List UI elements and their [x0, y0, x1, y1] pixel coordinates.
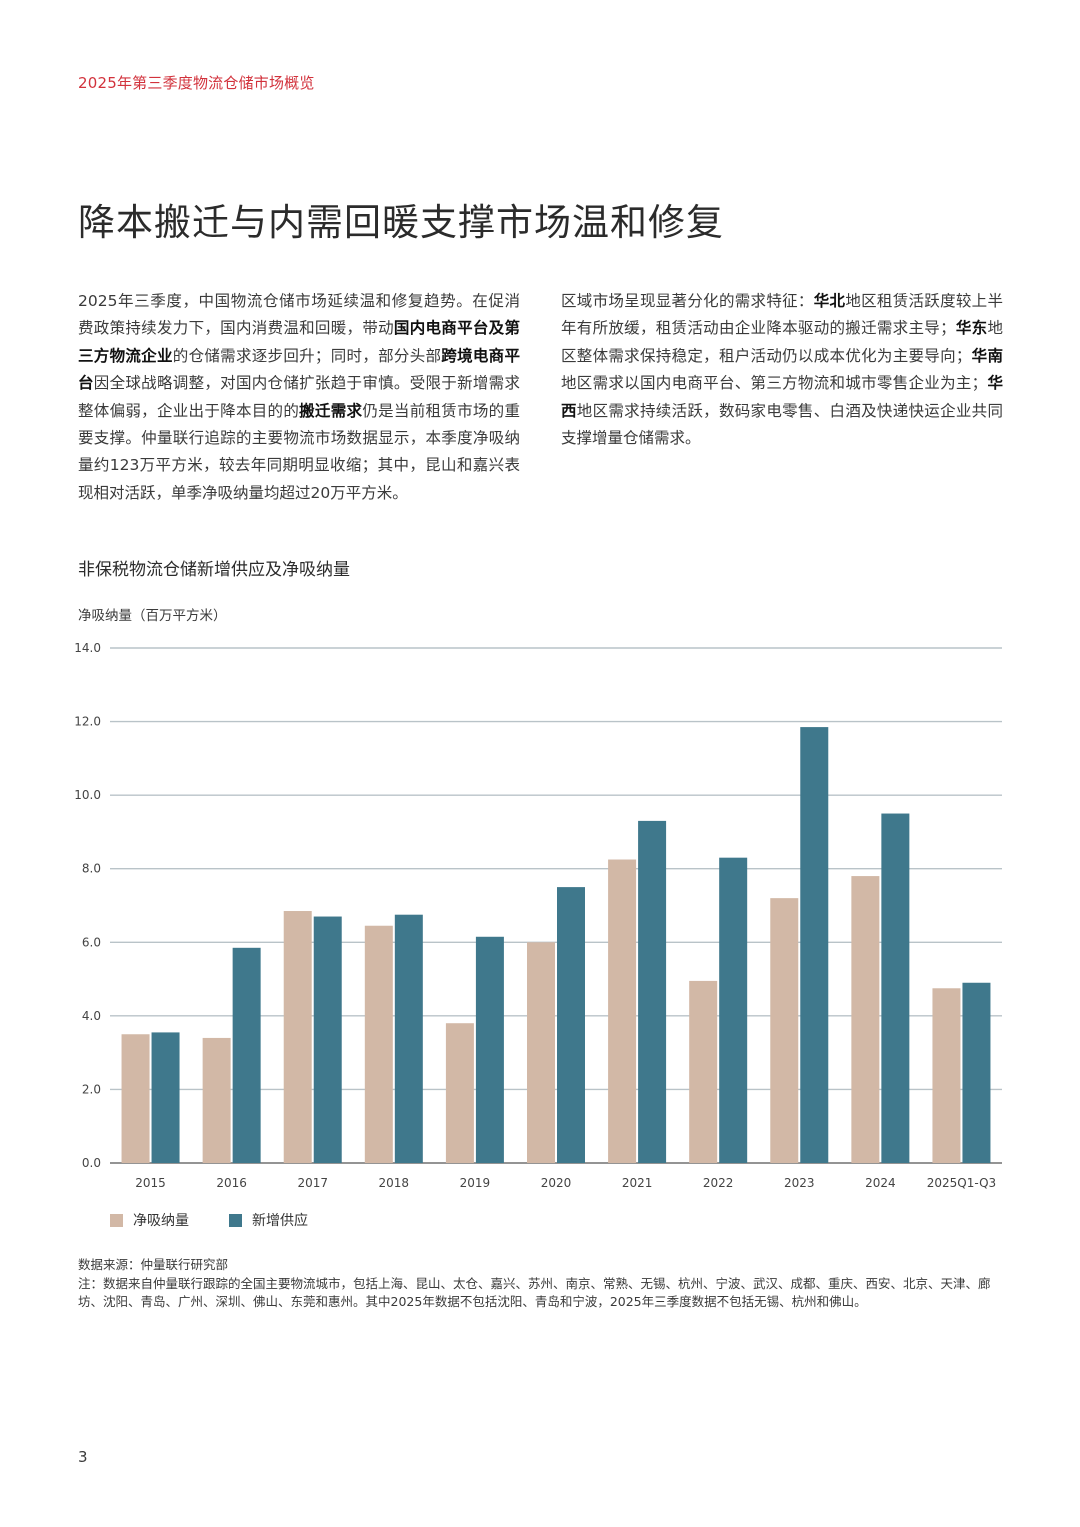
- x-tick-label: 2015: [135, 1176, 166, 1190]
- body-text-left: 2025年三季度，中国物流仓储市场延续温和修复趋势。在促消费政策持续发力下，国内…: [78, 288, 520, 507]
- bar-absorption: [364, 925, 393, 1163]
- bar-absorption: [121, 1034, 150, 1163]
- bar-absorption: [527, 942, 555, 1163]
- x-tick-label: 2020: [541, 1176, 572, 1190]
- right-paragraph-bold-run: 华西: [561, 374, 1003, 420]
- right-paragraph-text-run: 地区租赁活跃度较上半年有所放缓，租赁活动由企业降本驱动的搬迁需求主导；: [561, 292, 1003, 338]
- y-tick-label: 6.0: [82, 935, 101, 949]
- left-paragraph-text-run: 2025年三季度，中国物流仓储市场延续温和修复趋势。在促消费政策持续发力下，国内…: [78, 292, 520, 338]
- bar-supply: [394, 914, 423, 1163]
- legend-label-supply: 新增供应: [252, 1213, 308, 1229]
- bar-supply: [800, 727, 829, 1163]
- bar-absorption: [770, 898, 799, 1163]
- bar-absorption: [283, 911, 312, 1163]
- bar-supply: [557, 887, 585, 1163]
- legend-swatch-absorption: [110, 1213, 123, 1227]
- y-tick-label: 4.0: [82, 1009, 101, 1023]
- right-paragraph-bold-run: 华南: [971, 346, 1003, 365]
- bar-absorption: [445, 1023, 474, 1163]
- bar-supply: [881, 813, 910, 1163]
- right-paragraph-text-run: 区域市场呈现显著分化的需求特征：: [561, 292, 814, 310]
- y-tick-label: 2.0: [82, 1082, 101, 1096]
- right-paragraph-text-run: 地区需求以国内电商平台、第三方物流和城市零售企业为主；: [561, 374, 988, 393]
- left-paragraph-bold-run: 跨境电商平台: [78, 346, 520, 393]
- left-paragraph-text-run: 仍是当前租赁市场的重要支撑。仲量联行追踪的主要物流市场数据显示，本季度净吸纳量约…: [78, 401, 520, 502]
- x-tick-label: 2016: [216, 1176, 247, 1190]
- bar-supply: [719, 857, 748, 1163]
- y-tick-label: 12.0: [74, 715, 101, 729]
- page-number: 3: [78, 1448, 88, 1466]
- bar-supply: [638, 820, 667, 1163]
- bar-supply: [962, 982, 991, 1163]
- x-tick-label: 2021: [622, 1176, 653, 1190]
- body-text-right: 区域市场呈现显著分化的需求特征：华北地区租赁活跃度较上半年有所放缓，租赁活动由企…: [561, 288, 1003, 452]
- data-source: 数据来源：仲量联行研究部: [78, 1257, 229, 1272]
- left-paragraph-bold-run: 搬迁需求: [299, 401, 363, 420]
- x-tick-label: 2019: [460, 1176, 491, 1190]
- left-paragraph-text-run: 因全球战略调整，对国内仓储扩张趋于审慎。受限于新增需求整体偏弱，企业出于降本目的…: [78, 374, 520, 420]
- right-paragraph-bold-run: 华北: [813, 292, 846, 310]
- report-header: 2025年第三季度物流仓储市场概览: [78, 74, 315, 92]
- page-title: 降本搬迁与内需回暖支撑市场温和修复: [78, 201, 724, 244]
- bar-absorption: [851, 876, 880, 1163]
- bar-absorption: [608, 859, 637, 1163]
- legend-item-supply: 新增供应: [229, 1210, 308, 1230]
- chart-title: 非保税物流仓储新增供应及净吸纳量: [78, 560, 350, 580]
- y-tick-label: 14.0: [74, 641, 101, 655]
- x-tick-label: 2024: [865, 1176, 896, 1190]
- x-tick-label: 2018: [379, 1176, 410, 1190]
- chart-legend: 净吸纳量 新增供应: [110, 1210, 308, 1230]
- bar-supply: [313, 916, 342, 1163]
- right-paragraph-text-run: 地区需求持续活跃，数码家电零售、白酒及快递快运企业共同支撑增量仓储需求。: [561, 401, 1003, 448]
- x-tick-label: 2022: [703, 1176, 734, 1190]
- bar-supply: [232, 947, 261, 1163]
- bar-absorption: [689, 980, 718, 1163]
- legend-item-absorption: 净吸纳量: [110, 1210, 189, 1230]
- bar-supply: [475, 936, 504, 1163]
- x-tick-label: 2017: [297, 1176, 328, 1190]
- y-tick-label: 0.0: [82, 1156, 101, 1170]
- bar-absorption: [202, 1037, 231, 1163]
- bar-supply: [151, 1032, 180, 1163]
- y-tick-label: 10.0: [74, 788, 101, 802]
- legend-label-absorption: 净吸纳量: [133, 1213, 189, 1229]
- bar-absorption: [932, 988, 961, 1163]
- left-paragraph-text-run: 的仓储需求逐步回升；同时，部分头部: [172, 346, 442, 365]
- right-paragraph-bold-run: 华东: [955, 319, 988, 338]
- legend-swatch-supply: [229, 1213, 242, 1227]
- footnote: 注：数据来自仲量联行跟踪的全国主要物流城市，包括上海、昆山、太仓、嘉兴、苏州、南…: [78, 1276, 991, 1309]
- left-paragraph-bold-run: 国内电商平台及第三方物流企业: [78, 319, 520, 365]
- x-tick-label: 2025Q1-Q3: [927, 1176, 996, 1190]
- right-paragraph-text-run: 地区整体需求保持稳定，租户活动仍以成本优化为主要导向；: [561, 319, 1003, 365]
- y-axis-label: 净吸纳量（百万平方米）: [78, 608, 227, 624]
- x-tick-label: 2023: [784, 1176, 815, 1190]
- y-tick-label: 8.0: [82, 862, 101, 876]
- bar-chart: 0.0 2.0 4.0 6.0 8.0 10.0 12.0 14.0 2015 2016 2017 2…: [74, 641, 1002, 1190]
